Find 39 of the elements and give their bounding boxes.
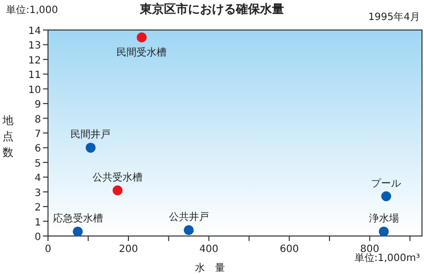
point	[136, 32, 147, 42]
point	[86, 142, 96, 153]
y-tick-label: 0	[34, 232, 41, 243]
y-tick-label: 2	[34, 202, 41, 214]
text: 単位:1,000	[6, 4, 58, 16]
y-tick-label: 6	[34, 144, 41, 155]
y-axis-title: 地点数	[2, 114, 14, 159]
y-tick-label: 12	[28, 55, 41, 66]
y-tick-label: 4	[34, 173, 41, 184]
y-tick-label: 5	[34, 158, 41, 170]
point	[378, 226, 389, 237]
y-tick-label: 9	[34, 100, 41, 111]
y-tick-label: 3	[34, 188, 41, 199]
annotation: 民間井戸	[70, 128, 111, 141]
annotation: 浄水場	[368, 212, 399, 225]
x-tick-label: 600	[280, 244, 299, 255]
annotation: 公共受水槽	[92, 171, 143, 184]
y-tick-label: 14	[28, 26, 41, 37]
point	[72, 226, 83, 237]
point	[381, 191, 392, 202]
y-tick-label: 13	[28, 40, 41, 52]
y-tick-label: 11	[28, 70, 41, 82]
y-tick-label: 8	[34, 114, 41, 126]
text: 単位:1,000m³	[354, 252, 420, 264]
x-tick-label: 200	[118, 244, 138, 255]
point	[184, 225, 194, 236]
annotation: 応急受水槽	[52, 212, 103, 225]
x-tick-label: 400	[199, 244, 218, 255]
x-axis-title: 水 量	[195, 262, 225, 274]
y-tick-label: 1	[34, 217, 41, 228]
chart-title: 東京区市における確保水量	[139, 2, 284, 16]
text: 1995年4月	[368, 11, 420, 23]
y-tick-label: 10	[28, 84, 41, 96]
annotation: 公共井戸	[168, 211, 209, 224]
annotation: 民間受水槽	[116, 46, 167, 58]
annotation: プール	[371, 177, 402, 190]
point	[112, 185, 123, 196]
y-tick-label: 7	[34, 129, 41, 140]
x-tick-label: 0	[44, 244, 52, 255]
